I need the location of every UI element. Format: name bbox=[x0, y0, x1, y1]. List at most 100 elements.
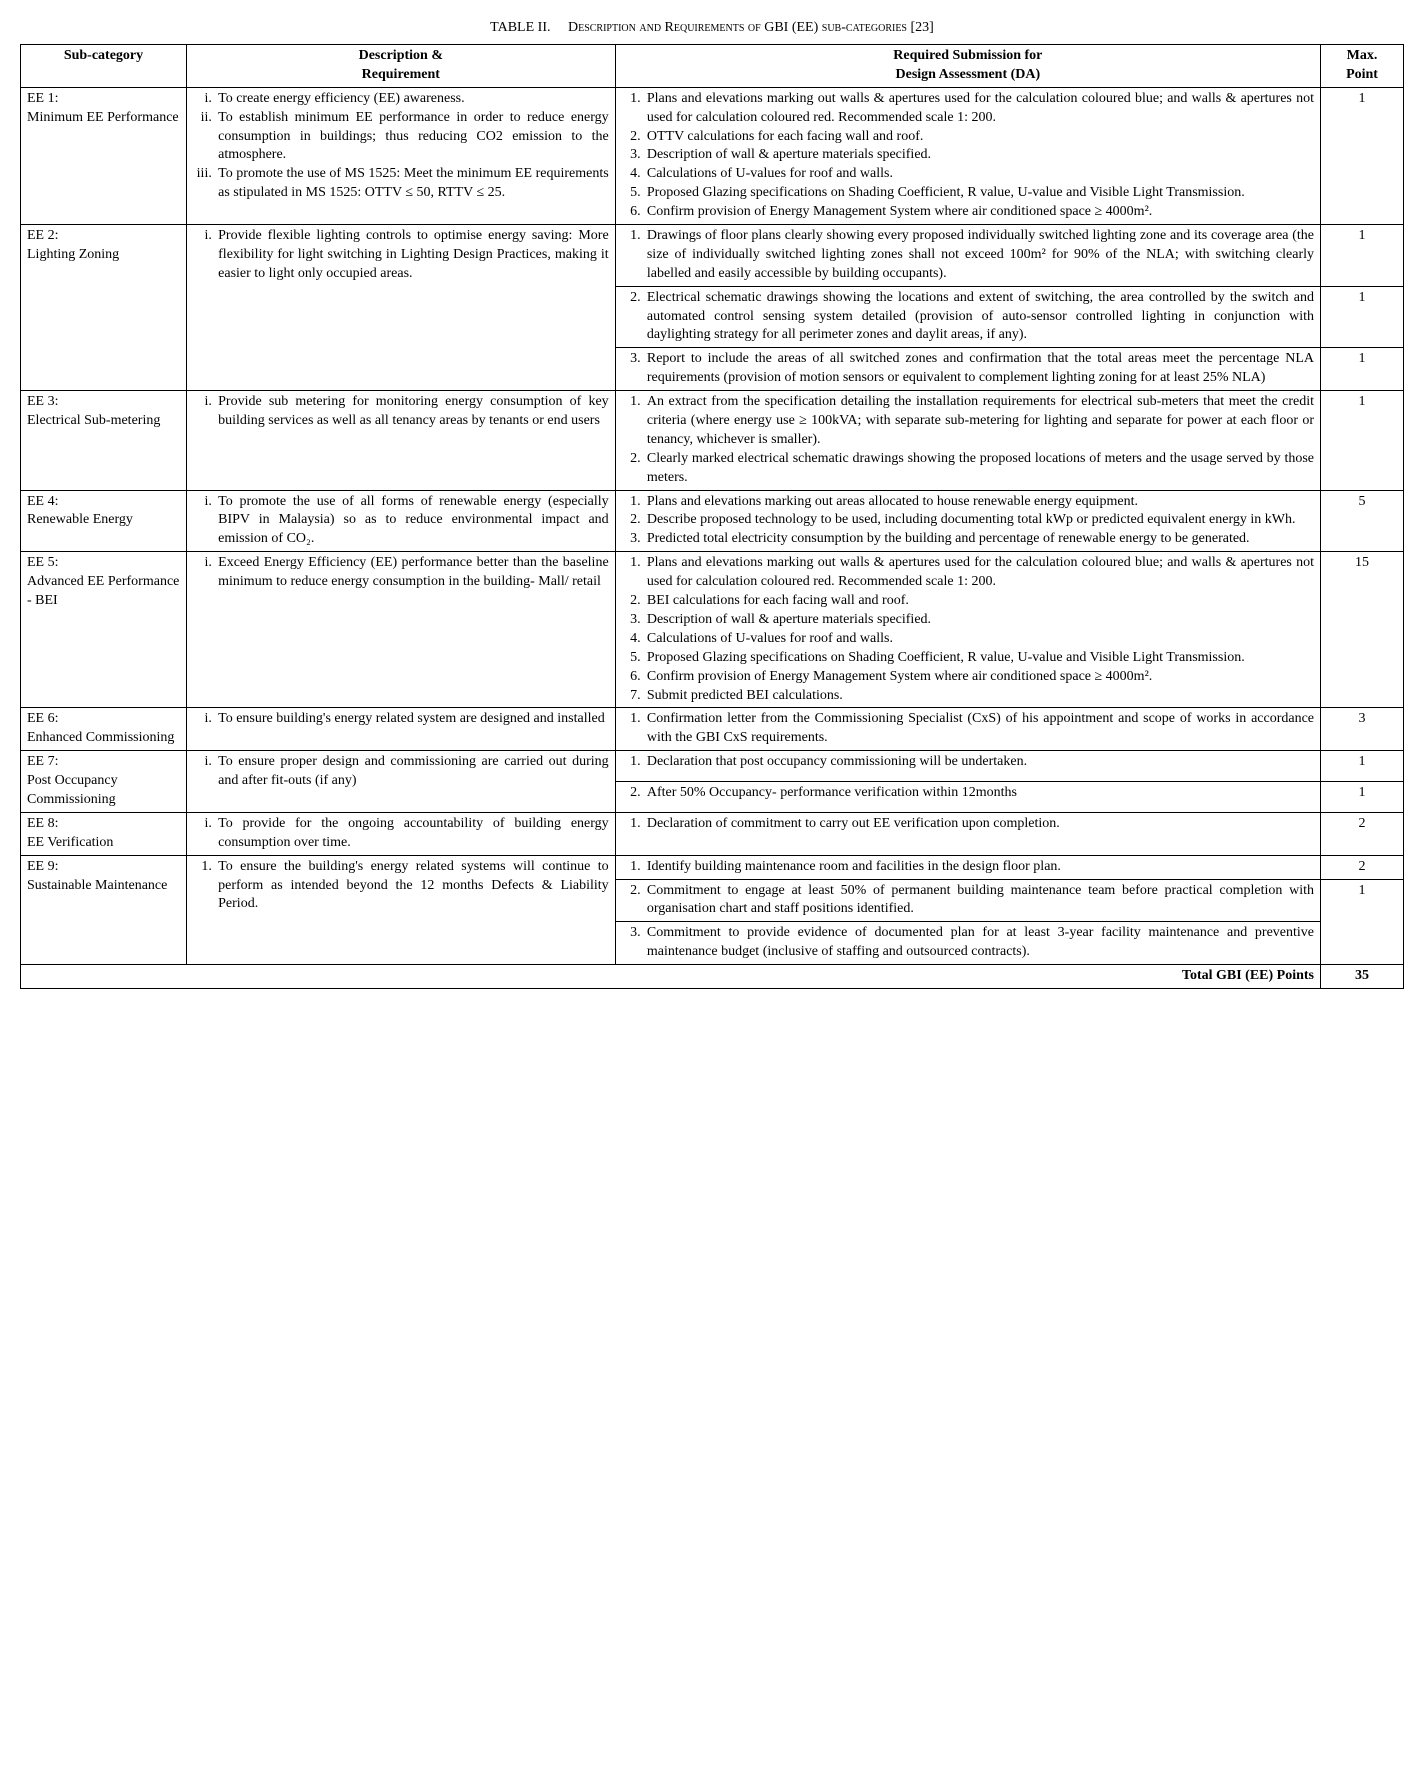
cell-submission: Plans and elevations marking out walls &… bbox=[615, 87, 1320, 224]
cell-submission: Confirmation letter from the Commissioni… bbox=[615, 708, 1320, 751]
desc-item: To establish minimum EE performance in o… bbox=[215, 109, 608, 166]
cell-description: To promote the use of all forms of renew… bbox=[186, 490, 615, 552]
table-row: EE 2:Lighting Zoning Provide flexible li… bbox=[21, 225, 1404, 287]
desc-item: To provide for the ongoing accountabilit… bbox=[215, 815, 608, 853]
caption-title: Description and Requirements of GBI (EE)… bbox=[568, 20, 934, 35]
table-row: EE 6:Enhanced Commissioning To ensure bu… bbox=[21, 708, 1404, 751]
cell-point: 5 bbox=[1321, 490, 1404, 552]
table-caption: TABLE II. Description and Requirements o… bbox=[20, 20, 1404, 36]
cell-point: 2 bbox=[1321, 855, 1404, 879]
cell-subcategory: EE 8:EE Verification bbox=[21, 812, 187, 855]
cell-point: 1 bbox=[1321, 87, 1404, 224]
cell-submission: An extract from the specification detail… bbox=[615, 391, 1320, 490]
desc-item: To create energy efficiency (EE) awarene… bbox=[215, 90, 608, 109]
cell-point: 3 bbox=[1321, 708, 1404, 751]
cell-description: Provide flexible lighting controls to op… bbox=[186, 225, 615, 391]
cell-subcategory: EE 2:Lighting Zoning bbox=[21, 225, 187, 391]
desc-item: To promote the use of MS 1525: Meet the … bbox=[215, 165, 608, 203]
th-submission: Required Submission forDesign Assessment… bbox=[615, 45, 1320, 88]
cell-point: 1 bbox=[1321, 286, 1404, 348]
submission-item: Describe proposed technology to be used,… bbox=[644, 511, 1314, 530]
desc-item: To ensure proper design and commissionin… bbox=[215, 753, 608, 791]
cell-submission: Declaration that post occupancy commissi… bbox=[615, 751, 1320, 782]
submission-item: After 50% Occupancy- performance verific… bbox=[644, 784, 1314, 803]
cell-description: To ensure the building's energy related … bbox=[186, 855, 615, 964]
table-row: EE 7:Post Occupancy Commissioning To ens… bbox=[21, 751, 1404, 782]
cell-description: Exceed Energy Efficiency (EE) performanc… bbox=[186, 552, 615, 708]
cell-submission: Identify building maintenance room and f… bbox=[615, 855, 1320, 879]
caption-label: TABLE II. bbox=[490, 20, 550, 35]
table-row: EE 8:EE Verification To provide for the … bbox=[21, 812, 1404, 855]
submission-item: Electrical schematic drawings showing th… bbox=[644, 289, 1314, 346]
cell-point: 1 bbox=[1321, 751, 1404, 782]
submission-item: BEI calculations for each facing wall an… bbox=[644, 592, 1314, 611]
submission-item: Drawings of floor plans clearly showing … bbox=[644, 227, 1314, 284]
submission-item: Confirm provision of Energy Management S… bbox=[644, 668, 1314, 687]
cell-description: To create energy efficiency (EE) awarene… bbox=[186, 87, 615, 224]
cell-point: 1 bbox=[1321, 348, 1404, 391]
total-label: Total GBI (EE) Points bbox=[21, 965, 1321, 989]
cell-subcategory: EE 9:Sustainable Maintenance bbox=[21, 855, 187, 964]
th-description: Description &Requirement bbox=[186, 45, 615, 88]
submission-item: Calculations of U-values for roof and wa… bbox=[644, 165, 1314, 184]
cell-submission: Declaration of commitment to carry out E… bbox=[615, 812, 1320, 855]
total-row: Total GBI (EE) Points 35 bbox=[21, 965, 1404, 989]
cell-subcategory: EE 7:Post Occupancy Commissioning bbox=[21, 751, 187, 813]
submission-item: Proposed Glazing specifications on Shadi… bbox=[644, 184, 1314, 203]
submission-item: Description of wall & aperture materials… bbox=[644, 611, 1314, 630]
th-maxpoint: Max.Point bbox=[1321, 45, 1404, 88]
submission-item: Confirm provision of Energy Management S… bbox=[644, 203, 1314, 222]
submission-item: An extract from the specification detail… bbox=[644, 393, 1314, 450]
cell-submission: Electrical schematic drawings showing th… bbox=[615, 286, 1320, 348]
desc-item: To promote the use of all forms of renew… bbox=[215, 493, 608, 550]
cell-point: 1 bbox=[1321, 225, 1404, 287]
cell-submission: Plans and elevations marking out areas a… bbox=[615, 490, 1320, 552]
cell-description: To provide for the ongoing accountabilit… bbox=[186, 812, 615, 855]
submission-item: Clearly marked electrical schematic draw… bbox=[644, 450, 1314, 488]
submission-item: Submit predicted BEI calculations. bbox=[644, 687, 1314, 706]
submission-item: Commitment to engage at least 50% of per… bbox=[644, 882, 1314, 920]
cell-point: 1 bbox=[1321, 782, 1404, 813]
cell-point: 2 bbox=[1321, 812, 1404, 855]
cell-submission: Commitment to engage at least 50% of per… bbox=[615, 879, 1320, 922]
table-row: EE 4:Renewable Energy To promote the use… bbox=[21, 490, 1404, 552]
desc-item: Provide sub metering for monitoring ener… bbox=[215, 393, 608, 431]
cell-description: Provide sub metering for monitoring ener… bbox=[186, 391, 615, 490]
cell-description: To ensure proper design and commissionin… bbox=[186, 751, 615, 813]
cell-description: To ensure building's energy related syst… bbox=[186, 708, 615, 751]
submission-item: Plans and elevations marking out walls &… bbox=[644, 554, 1314, 592]
submission-item: Report to include the areas of all switc… bbox=[644, 350, 1314, 388]
cell-subcategory: EE 3:Electrical Sub-metering bbox=[21, 391, 187, 490]
table-row: EE 3:Electrical Sub-metering Provide sub… bbox=[21, 391, 1404, 490]
desc-item: Exceed Energy Efficiency (EE) performanc… bbox=[215, 554, 608, 592]
cell-subcategory: EE 4:Renewable Energy bbox=[21, 490, 187, 552]
submission-item: Plans and elevations marking out walls &… bbox=[644, 90, 1314, 128]
cell-submission: Report to include the areas of all switc… bbox=[615, 348, 1320, 391]
cell-submission: Commitment to provide evidence of docume… bbox=[615, 922, 1320, 965]
cell-subcategory: EE 6:Enhanced Commissioning bbox=[21, 708, 187, 751]
submission-item: Confirmation letter from the Commissioni… bbox=[644, 710, 1314, 748]
submission-item: Proposed Glazing specifications on Shadi… bbox=[644, 649, 1314, 668]
total-value: 35 bbox=[1321, 965, 1404, 989]
desc-item: Provide flexible lighting controls to op… bbox=[215, 227, 608, 284]
gbi-table: Sub-category Description &Requirement Re… bbox=[20, 44, 1404, 989]
submission-item: OTTV calculations for each facing wall a… bbox=[644, 128, 1314, 147]
submission-item: Calculations of U-values for roof and wa… bbox=[644, 630, 1314, 649]
submission-item: Plans and elevations marking out areas a… bbox=[644, 493, 1314, 512]
cell-point: 1 bbox=[1321, 879, 1404, 965]
desc-item: To ensure building's energy related syst… bbox=[215, 710, 608, 729]
th-subcategory: Sub-category bbox=[21, 45, 187, 88]
desc-item: To ensure the building's energy related … bbox=[215, 858, 608, 915]
cell-submission: Drawings of floor plans clearly showing … bbox=[615, 225, 1320, 287]
table-row: EE 1:Minimum EE Performance To create en… bbox=[21, 87, 1404, 224]
cell-subcategory: EE 1:Minimum EE Performance bbox=[21, 87, 187, 224]
table-row: EE 5:Advanced EE Performance - BEI Excee… bbox=[21, 552, 1404, 708]
cell-submission: After 50% Occupancy- performance verific… bbox=[615, 782, 1320, 813]
cell-point: 15 bbox=[1321, 552, 1404, 708]
cell-point: 1 bbox=[1321, 391, 1404, 490]
submission-item: Description of wall & aperture materials… bbox=[644, 146, 1314, 165]
submission-item: Declaration of commitment to carry out E… bbox=[644, 815, 1314, 834]
cell-subcategory: EE 5:Advanced EE Performance - BEI bbox=[21, 552, 187, 708]
table-header-row: Sub-category Description &Requirement Re… bbox=[21, 45, 1404, 88]
table-row: EE 9:Sustainable Maintenance To ensure t… bbox=[21, 855, 1404, 879]
